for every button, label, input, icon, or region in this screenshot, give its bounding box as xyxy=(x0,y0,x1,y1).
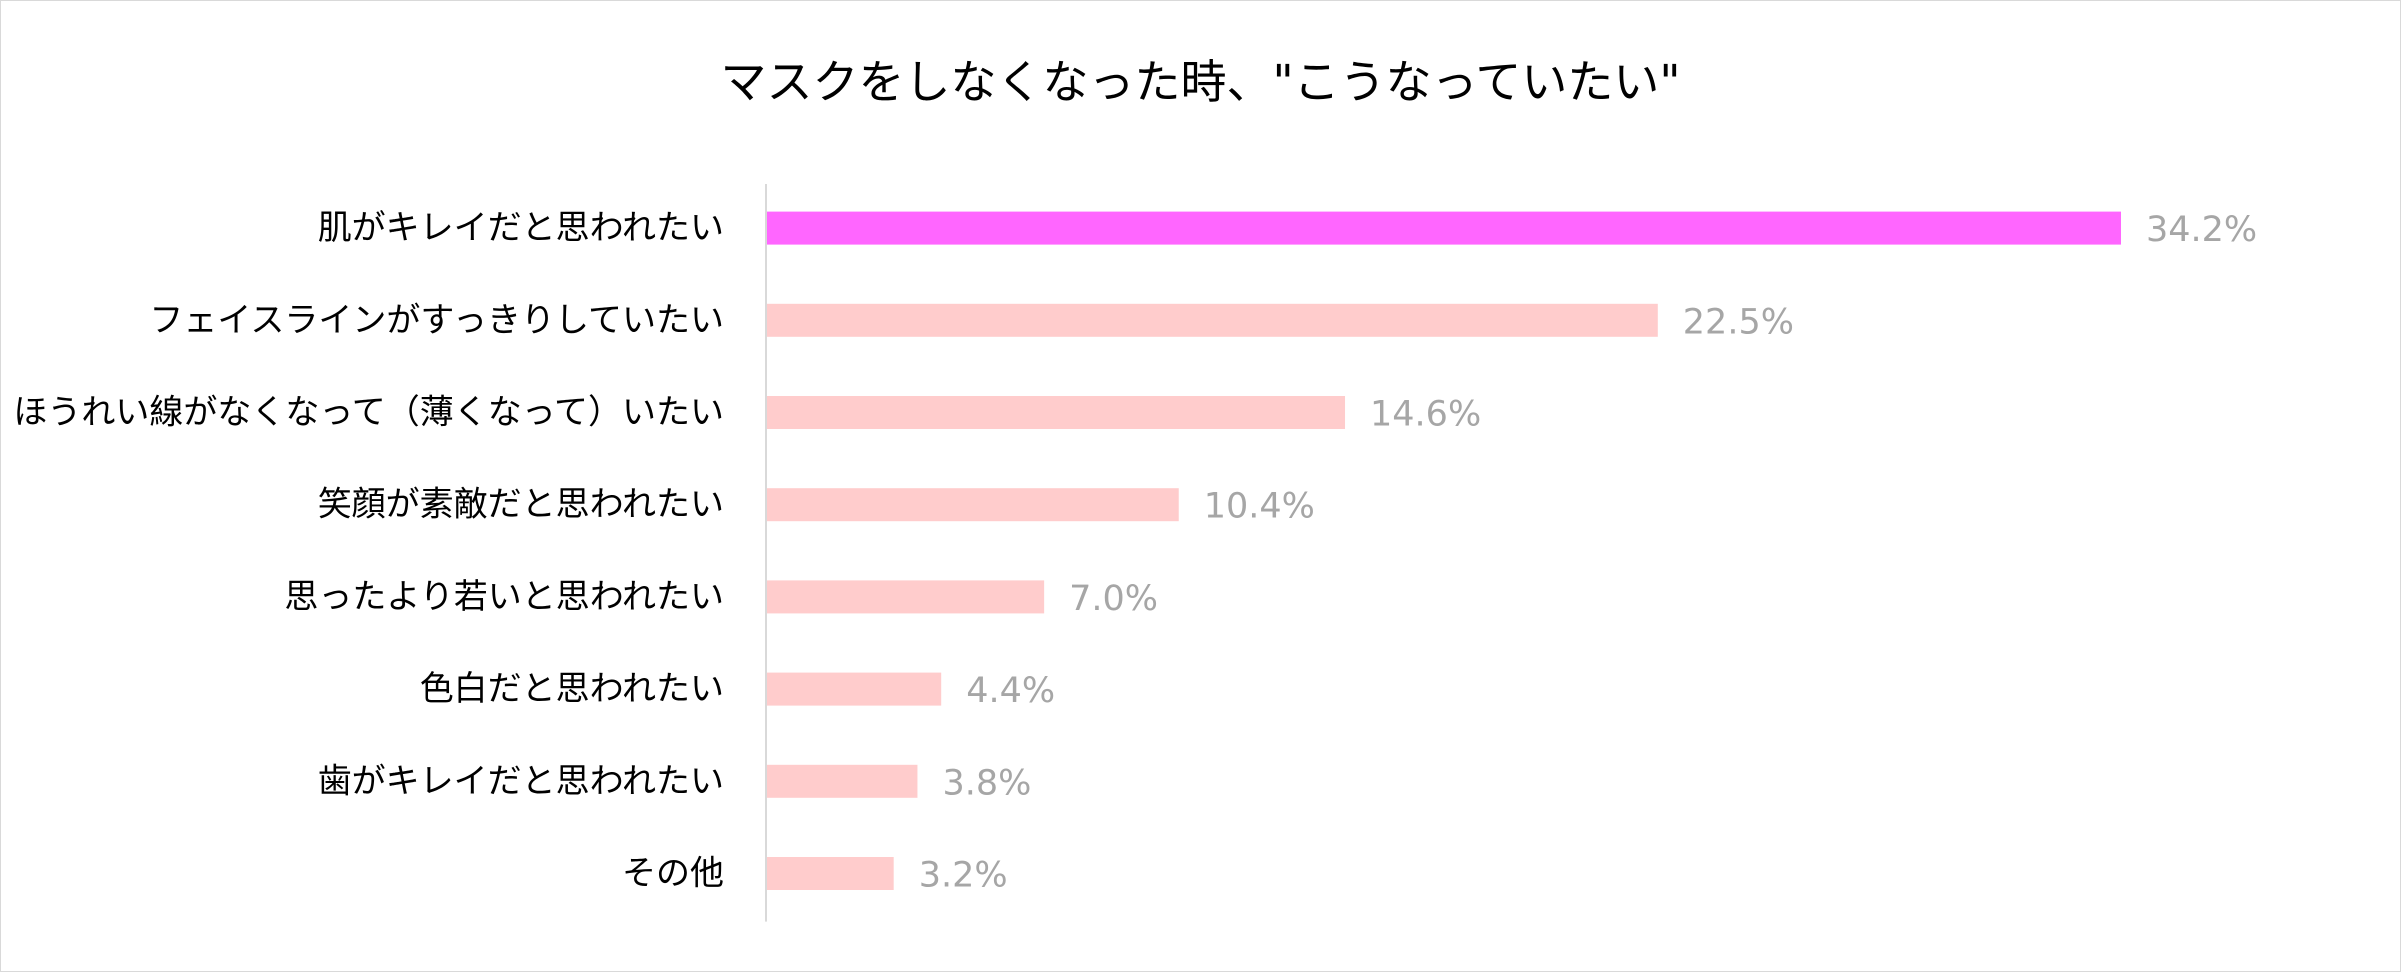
bar xyxy=(767,303,1658,337)
category-label: 歯がキレイだと思われたい xyxy=(318,761,724,801)
value-label: 3.2% xyxy=(919,856,1008,896)
bar xyxy=(767,857,894,890)
bar xyxy=(767,488,1179,522)
bar xyxy=(767,672,942,706)
category-label: その他 xyxy=(622,854,724,894)
value-label: 3.8% xyxy=(942,763,1031,803)
bar xyxy=(767,211,2121,245)
value-label: 34.2% xyxy=(2146,210,2257,250)
bar xyxy=(767,764,918,798)
bar xyxy=(767,396,1346,429)
category-label: 思ったより若いと思われたい xyxy=(284,577,724,617)
category-label: フェイスラインがすっきりしていたい xyxy=(149,300,724,340)
category-label: ほうれい線がなくなって（薄くなって）いたい xyxy=(13,393,724,433)
value-label: 10.4% xyxy=(1204,487,1315,527)
value-label: 4.4% xyxy=(966,671,1055,711)
value-label: 14.6% xyxy=(1370,395,1481,435)
value-label: 22.5% xyxy=(1683,302,1794,342)
bar xyxy=(767,580,1045,614)
chart-title: マスクをしなくなった時、"こうなっていたい" xyxy=(720,55,1681,109)
value-label: 7.0% xyxy=(1069,579,1158,619)
category-label: 笑顔が素敵だと思われたい xyxy=(318,485,724,525)
category-label: 色白だと思われたい xyxy=(420,669,724,709)
category-label: 肌がキレイだと思われたい xyxy=(318,208,724,248)
